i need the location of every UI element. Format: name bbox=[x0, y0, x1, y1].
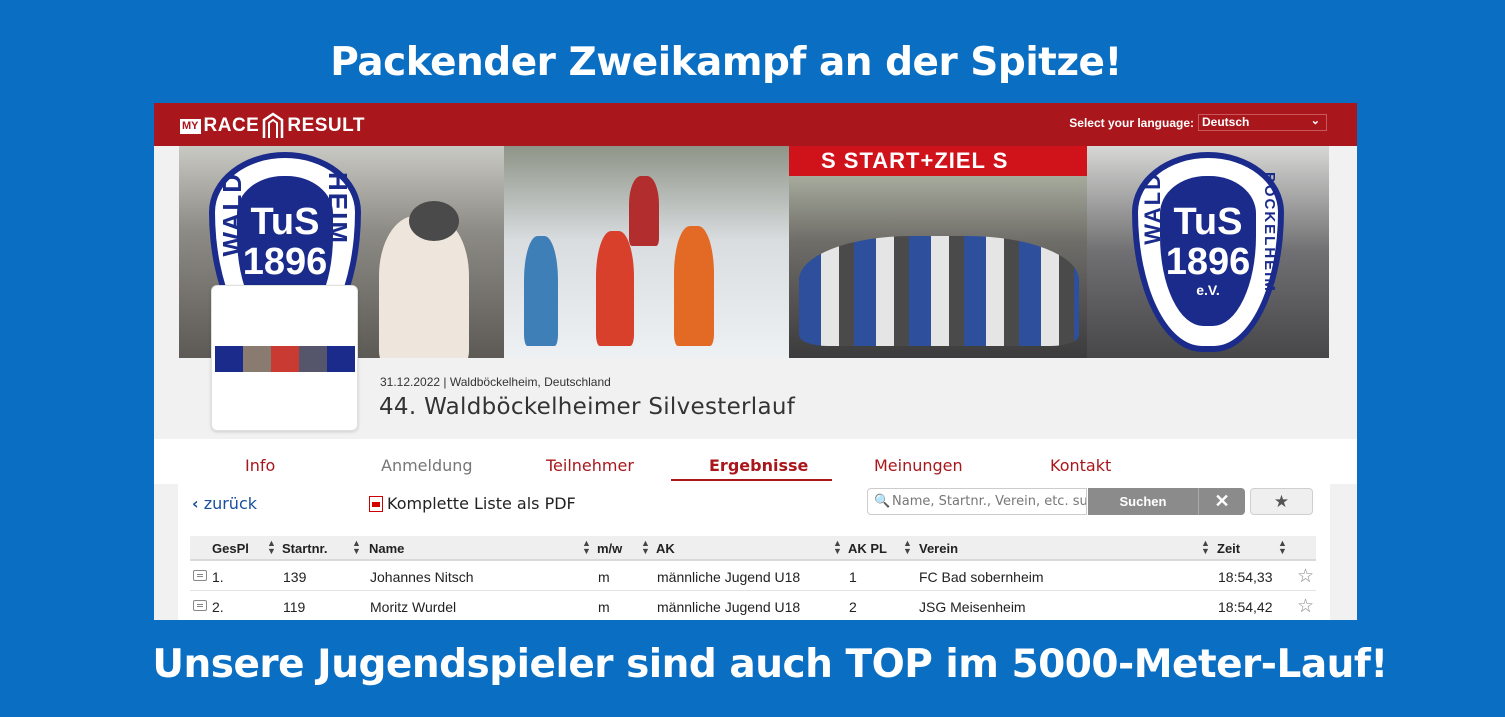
event-banner: WALD TuS 1896 HEIM S START+ZIEL S WALD bbox=[179, 146, 1329, 358]
badge-year: 1896 bbox=[1165, 241, 1251, 283]
column-header-startnr[interactable]: Startnr. bbox=[282, 541, 328, 556]
star-icon[interactable]: ☆ bbox=[1297, 596, 1315, 617]
search-icon: 🔍 bbox=[874, 494, 891, 509]
event-date-location: 31.12.2022 | Waldböckelheim, Deutschland bbox=[380, 375, 611, 389]
cell-akpl: 2 bbox=[849, 599, 857, 615]
cell-startnr: 139 bbox=[283, 569, 307, 585]
tab-teilnehmer[interactable]: Teilnehmer bbox=[546, 456, 634, 475]
active-tab-indicator bbox=[671, 479, 832, 481]
sort-icon[interactable]: ▲ ▼ bbox=[267, 538, 276, 556]
back-link[interactable]: ‹ zurück bbox=[192, 494, 257, 513]
event-title: 44. Waldböckelheimer Silvesterlauf bbox=[379, 394, 796, 420]
chevron-left-icon: ‹ bbox=[192, 494, 199, 513]
logo-result: RESULT bbox=[287, 115, 365, 136]
logo-race: RACE bbox=[203, 115, 260, 136]
cell-startnr: 119 bbox=[283, 599, 306, 615]
banner-photo-4: WALD TuS 1896 e.V. BÖCKELHEIM bbox=[1087, 146, 1329, 358]
sort-icon[interactable]: ▲ ▼ bbox=[1201, 538, 1210, 556]
runner-figure bbox=[409, 201, 459, 241]
start-ziel-sign: S START+ZIEL S bbox=[789, 146, 1087, 176]
banner-photo-2 bbox=[504, 146, 789, 358]
cell-akpl: 1 bbox=[849, 569, 857, 585]
cell-verein: JSG Meisenheim bbox=[919, 599, 1026, 615]
language-label: Select your language: bbox=[1069, 115, 1194, 130]
column-header-ak[interactable]: AK bbox=[656, 541, 675, 556]
cell-verein: FC Bad sobernheim bbox=[919, 569, 1044, 585]
top-bar: MY RACE RESULT Select your language: Deu… bbox=[154, 103, 1357, 146]
search-button[interactable]: Suchen bbox=[1088, 488, 1198, 515]
event-thumbnail bbox=[211, 285, 358, 431]
cell-mw: m bbox=[598, 569, 610, 585]
pdf-icon bbox=[369, 495, 383, 512]
cell-ak: männliche Jugend U18 bbox=[657, 599, 801, 615]
search-placeholder: Name, Startnr., Verein, etc. suchen bbox=[892, 494, 1087, 509]
cell-name[interactable]: Moritz Wurdel bbox=[370, 599, 457, 615]
headline-top: Packender Zweikampf an der Spitze! bbox=[330, 40, 1122, 85]
table-row[interactable]: 1. 139 Johannes Nitsch m männliche Jugen… bbox=[190, 561, 1316, 591]
sort-icon[interactable]: ▲ ▼ bbox=[1278, 538, 1287, 556]
column-header-zeit[interactable]: Zeit bbox=[1217, 541, 1241, 556]
star-icon[interactable]: ☆ bbox=[1297, 566, 1315, 587]
club-badge-right: WALD TuS 1896 e.V. BÖCKELHEIM bbox=[1132, 152, 1284, 352]
race-result-screenshot: MY RACE RESULT Select your language: Deu… bbox=[154, 103, 1357, 620]
cell-gespl: 2. bbox=[212, 599, 224, 615]
runner-figure bbox=[674, 226, 714, 346]
runner-figure bbox=[524, 236, 558, 346]
language-value: Deutsch bbox=[1202, 115, 1250, 129]
badge-side-text: HEIM bbox=[323, 172, 353, 245]
column-header-name[interactable]: Name bbox=[369, 541, 405, 556]
tab-anmeldung[interactable]: Anmeldung bbox=[381, 456, 473, 475]
badge-year: 1896 bbox=[242, 241, 328, 283]
my-race-result-logo[interactable]: MY RACE RESULT bbox=[180, 112, 365, 139]
sort-icon[interactable]: ▲ ▼ bbox=[641, 538, 650, 556]
column-header-akpl[interactable]: AK PL bbox=[848, 541, 887, 556]
cell-name[interactable]: Johannes Nitsch bbox=[370, 569, 474, 585]
search-input[interactable]: 🔍 Name, Startnr., Verein, etc. suchen bbox=[867, 488, 1087, 515]
cell-ak: männliche Jugend U18 bbox=[657, 569, 801, 585]
runner-crowd bbox=[799, 236, 1079, 346]
thumbnail-image bbox=[215, 346, 355, 372]
back-label: zurück bbox=[203, 494, 258, 513]
chevron-down-icon: ⌄ bbox=[1310, 115, 1320, 127]
results-panel: ‹ zurück Komplette Liste als PDF 🔍 Name,… bbox=[178, 484, 1330, 620]
favorites-button[interactable]: ★ bbox=[1250, 488, 1313, 515]
sort-icon[interactable]: ▲ ▼ bbox=[582, 538, 591, 556]
runner-figure bbox=[629, 176, 659, 246]
runner-figure bbox=[596, 231, 634, 346]
column-header-gespl[interactable]: GesPl bbox=[212, 541, 249, 556]
tab-kontakt[interactable]: Kontakt bbox=[1050, 456, 1112, 475]
headline-bottom: Unsere Jugendspieler sind auch TOP im 50… bbox=[152, 642, 1388, 687]
table-header: GesPl ▲ ▼ Startnr. ▲ ▼ Name ▲ ▼ m/w ▲ ▼ AK ▲… bbox=[190, 536, 1316, 561]
logo-my: MY bbox=[180, 118, 201, 134]
cell-zeit: 18:54,42 bbox=[1218, 599, 1273, 615]
sort-icon[interactable]: ▲ ▼ bbox=[903, 538, 912, 556]
tab-meinungen[interactable]: Meinungen bbox=[874, 456, 963, 475]
comment-icon[interactable] bbox=[193, 570, 207, 581]
badge-side-text: BÖCKELHEIM bbox=[1261, 172, 1278, 293]
cell-gespl: 1. bbox=[212, 569, 224, 585]
column-header-verein[interactable]: Verein bbox=[919, 541, 959, 556]
badge-ev: e.V. bbox=[1196, 282, 1220, 298]
cell-zeit: 18:54,33 bbox=[1218, 569, 1273, 585]
badge-inner: TuS 1896 e.V. bbox=[1160, 176, 1256, 326]
tab-info[interactable]: Info bbox=[245, 456, 276, 475]
banner-photo-3: S START+ZIEL S bbox=[789, 146, 1087, 358]
badge-tus: TuS bbox=[1173, 201, 1243, 243]
language-selector: Select your language: Deutsch ⌄ bbox=[1069, 114, 1327, 131]
results-table: GesPl ▲ ▼ Startnr. ▲ ▼ Name ▲ ▼ m/w ▲ ▼ AK ▲… bbox=[190, 536, 1316, 620]
table-row[interactable]: 2. 119 Moritz Wurdel m männliche Jugend … bbox=[190, 591, 1316, 620]
pdf-download-link[interactable]: Komplette Liste als PDF bbox=[369, 494, 576, 513]
clear-search-button[interactable]: ✕ bbox=[1198, 488, 1245, 515]
cell-mw: m bbox=[598, 599, 610, 615]
pdf-label: Komplette Liste als PDF bbox=[387, 494, 576, 513]
logo-mark-icon bbox=[263, 112, 284, 138]
sort-icon[interactable]: ▲ ▼ bbox=[352, 538, 361, 556]
sort-icon[interactable]: ▲ ▼ bbox=[833, 538, 842, 556]
tab-bar: Info Anmeldung Teilnehmer Ergebnisse Mei… bbox=[154, 439, 1357, 484]
tab-ergebnisse[interactable]: Ergebnisse bbox=[709, 456, 809, 475]
language-select[interactable]: Deutsch ⌄ bbox=[1198, 114, 1327, 131]
column-header-mw[interactable]: m/w bbox=[597, 541, 623, 556]
badge-tus: TuS bbox=[250, 201, 320, 243]
comment-icon[interactable] bbox=[193, 600, 207, 611]
